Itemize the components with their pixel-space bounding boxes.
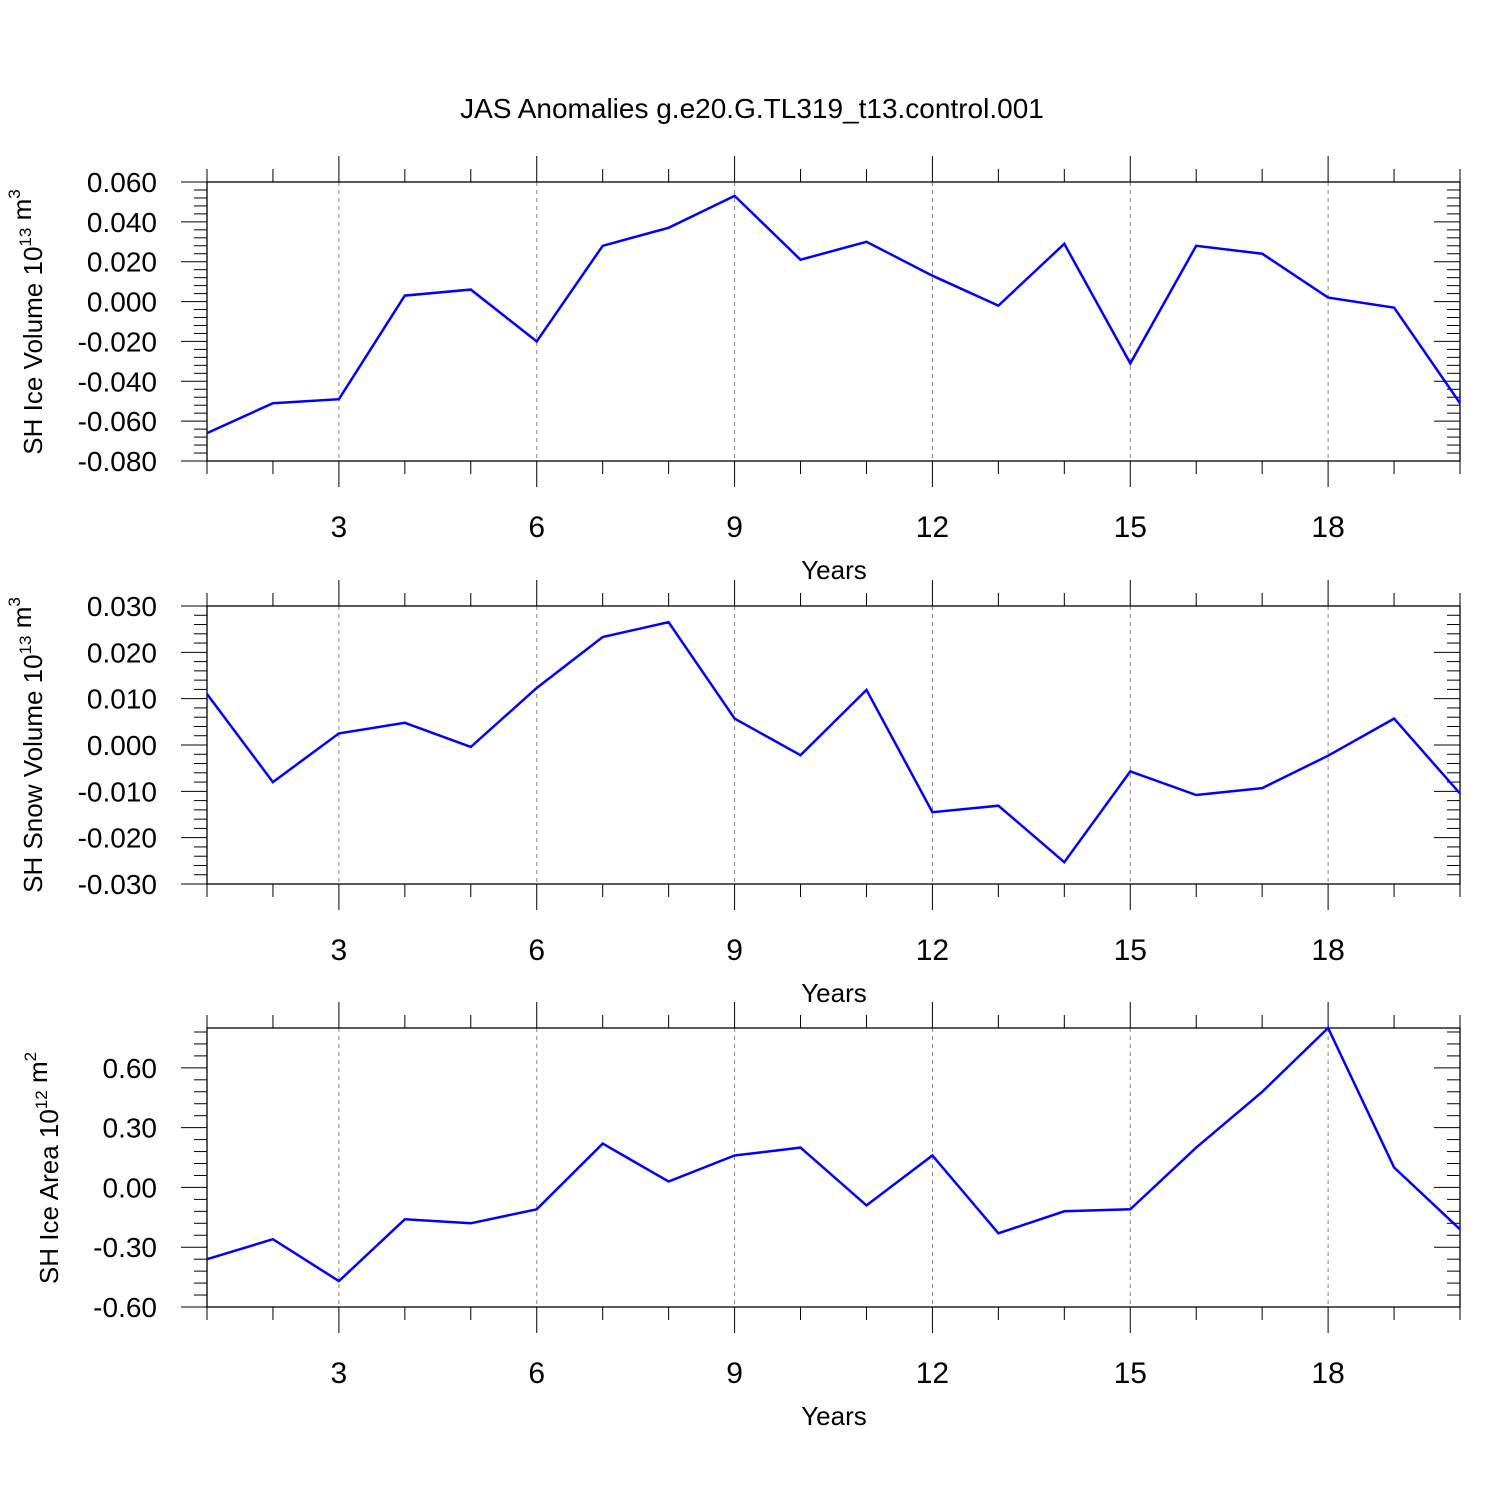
y-tick-label: 0.00 [103, 1172, 158, 1203]
y-axis-label-text: SH Ice Area 10 [34, 1109, 64, 1284]
y-axis-label-superscript: 13 [16, 228, 35, 247]
x-axis-label: Years [801, 555, 867, 585]
series-line [206, 194, 1462, 435]
y-axis-label-superscript: 2 [21, 1052, 40, 1061]
y-axis-label: SH Snow Volume 1013 m3 [5, 597, 48, 893]
x-tick-label: 9 [726, 511, 743, 544]
x-tick-label: 6 [528, 511, 545, 544]
y-tick-label: 0.30 [103, 1113, 158, 1144]
panel-3: -0.60 -0.30 0.00 0.30 0.60 3 6 9 12 15 18 Years SH I… [21, 1002, 1461, 1431]
y-tick-label: -0.020 [78, 823, 157, 854]
x-tick-label: 9 [726, 934, 743, 967]
chart-title: JAS Anomalies g.e20.G.TL319_t13.control.… [460, 93, 1044, 124]
x-tick-label: 12 [916, 511, 949, 544]
y-tick-label: -0.010 [78, 776, 157, 807]
y-tick-label: -0.080 [78, 446, 157, 477]
y-tick-label: 0.030 [87, 591, 157, 622]
x-tick-label: 15 [1114, 934, 1147, 967]
panel-1: -0.080 -0.060 -0.040 -0.020 0.000 0.020 0.040 0… [5, 156, 1462, 585]
x-tick-label: 12 [916, 934, 949, 967]
y-tick-label: -0.040 [78, 366, 157, 397]
panel-2: -0.030 -0.020 -0.010 0.000 0.010 0.020 0.030 3 6… [5, 580, 1461, 1008]
x-tick-label: 3 [331, 511, 348, 544]
x-tick-label: 6 [528, 1357, 545, 1390]
y-tick-label: -0.020 [78, 326, 157, 357]
y-axis-label-text: m [23, 1061, 53, 1090]
x-tick-label: 3 [331, 1357, 348, 1390]
x-tick-label: 18 [1311, 934, 1344, 967]
x-tick-label: 15 [1114, 1357, 1147, 1390]
panels: -0.080 -0.060 -0.040 -0.020 0.000 0.020 0.040 0… [5, 156, 1462, 1431]
y-axis-label-text: SH Snow Volume 10 [18, 654, 48, 892]
x-tick-label: 3 [331, 934, 348, 967]
y-axis-label-superscript: 12 [32, 1090, 51, 1109]
y-tick-label: 0.000 [87, 287, 157, 318]
y-axis-label-superscript: 3 [5, 597, 24, 606]
x-tick-label: 18 [1311, 511, 1344, 544]
x-tick-label: 9 [726, 1357, 743, 1390]
y-axis-label-superscript: 3 [5, 189, 24, 198]
x-tick-label: 15 [1114, 511, 1147, 544]
y-tick-label: -0.060 [78, 406, 157, 437]
plot-frame [206, 1027, 1461, 1308]
y-tick-label: 0.010 [87, 684, 157, 715]
x-axis-label: Years [801, 1401, 867, 1431]
y-tick-label: 0.000 [87, 730, 157, 761]
y-tick-label: 0.60 [103, 1053, 158, 1084]
y-tick-label: 0.020 [87, 247, 157, 278]
plot-frame [206, 181, 1461, 462]
x-tick-label: 18 [1311, 1357, 1344, 1390]
x-tick-label: 12 [916, 1357, 949, 1390]
y-tick-label: -0.30 [93, 1232, 157, 1263]
series-line [206, 1025, 1461, 1283]
y-tick-label: 0.040 [87, 207, 157, 238]
x-axis-label: Years [801, 978, 867, 1008]
plot-frame [206, 605, 1461, 885]
y-axis-label: SH Ice Volume 1013 m3 [5, 189, 48, 454]
y-tick-label: -0.60 [93, 1292, 157, 1323]
y-tick-label: 0.020 [87, 637, 157, 668]
y-tick-label: 0.060 [87, 167, 157, 198]
x-tick-label: 6 [528, 934, 545, 967]
y-axis-label-text: m [7, 607, 37, 636]
y-axis-label-text: SH Ice Volume 10 [18, 247, 48, 455]
y-axis-label: SH Ice Area 1012 m2 [21, 1052, 64, 1284]
y-tick-label: -0.030 [78, 869, 157, 900]
series-line [205, 620, 1461, 865]
y-axis-label-text: m [7, 199, 37, 228]
y-axis-label-superscript: 13 [16, 635, 35, 654]
